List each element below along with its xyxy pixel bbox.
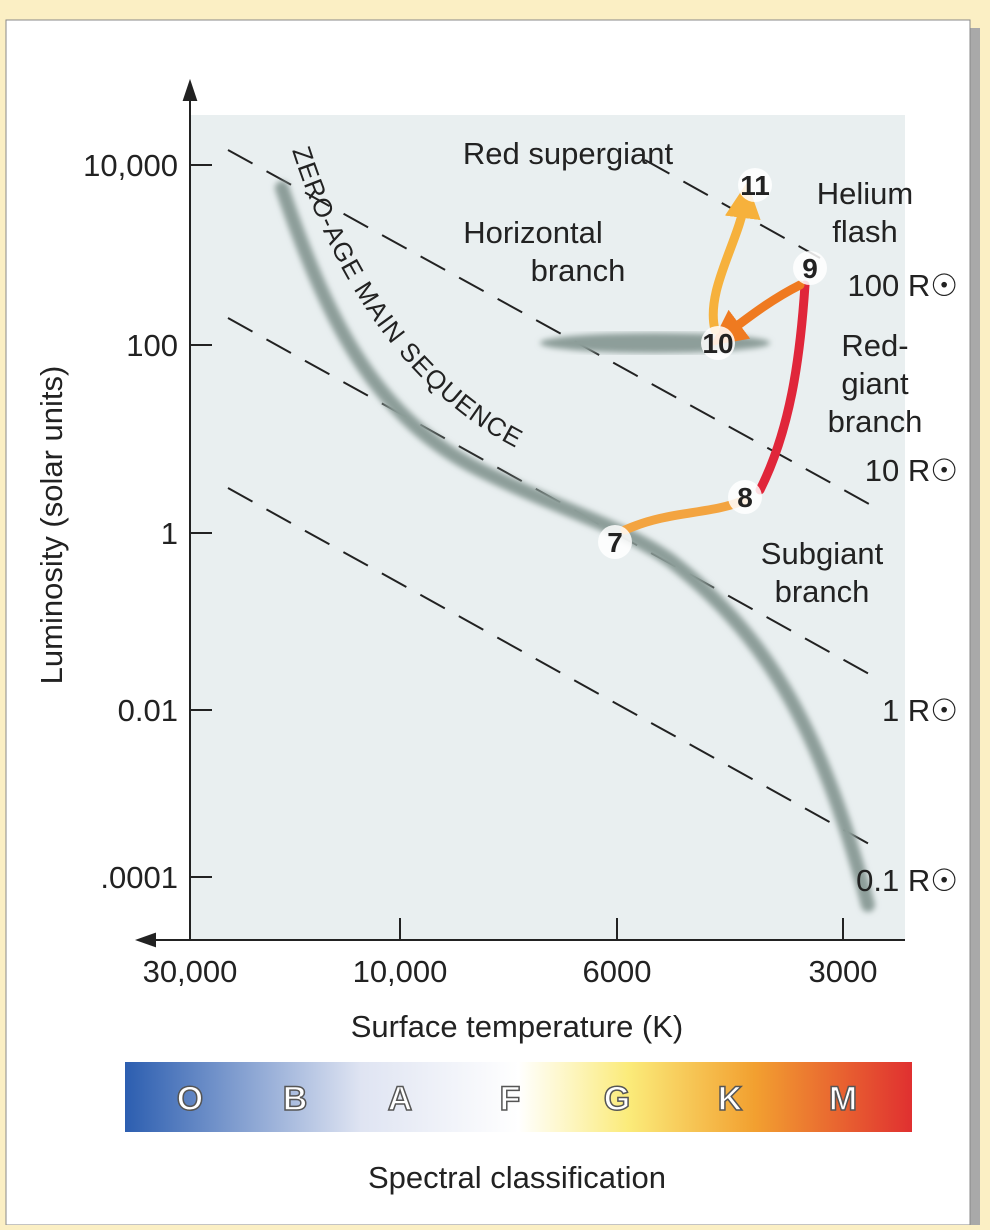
y-tick-label: 100 [126, 328, 178, 363]
region-label: Horizontal [463, 215, 603, 250]
stage-label: 8 [737, 482, 753, 513]
y-tick-label: 1 [161, 516, 178, 551]
region-label: branch [828, 404, 923, 439]
region-label: giant [841, 366, 909, 401]
region-label: Subgiant [761, 536, 884, 571]
stage-dot [701, 326, 735, 360]
main-sequence [275, 181, 875, 912]
region-label: branch [775, 574, 870, 609]
region-label: Helium [817, 176, 913, 211]
spectral-class: F [500, 1080, 521, 1118]
x-tick-label: 3000 [809, 954, 878, 989]
y-tick-label: 0.01 [118, 693, 178, 728]
x-tick-label: 6000 [583, 954, 652, 989]
x-axis-label: Surface temperature (K) [351, 1009, 684, 1044]
horizontal-branch [540, 333, 770, 353]
radius-label: 10 R☉ [865, 453, 958, 488]
spectral-label: Spectral classification [368, 1160, 666, 1195]
stage-label: 11 [740, 170, 770, 201]
x-tick-label: 10,000 [353, 954, 448, 989]
stage-dot [738, 168, 772, 202]
stage-label: 10 [702, 328, 733, 359]
spectral-bar [125, 1062, 912, 1132]
region-label: Red- [841, 328, 908, 363]
stage-dot [728, 480, 762, 514]
radius-label: 1 R☉ [882, 693, 958, 728]
stage-dot [793, 251, 827, 285]
stage-dot [598, 525, 632, 559]
radius-label: 0.1 R☉ [856, 863, 958, 898]
spectral-class: K [718, 1080, 743, 1118]
region-label: Red supergiant [463, 136, 674, 171]
axes [134, 78, 905, 948]
spectral-class: G [604, 1080, 630, 1118]
region-label: branch [531, 253, 626, 288]
spectral-class: A [388, 1080, 413, 1118]
x-tick-label: 30,000 [143, 954, 238, 989]
spectral-class: B [283, 1080, 308, 1118]
y-tick-label: 10,000 [83, 148, 178, 183]
y-tick-label: .0001 [100, 860, 178, 895]
spectral-class: M [829, 1080, 857, 1118]
radius-label: 100 R☉ [847, 268, 958, 303]
y-axis-label: Luminosity (solar units) [34, 366, 69, 685]
spectral-class: O [177, 1080, 203, 1118]
region-label: flash [832, 214, 897, 249]
stage-label: 9 [802, 253, 818, 284]
stage-label: 7 [607, 527, 623, 558]
